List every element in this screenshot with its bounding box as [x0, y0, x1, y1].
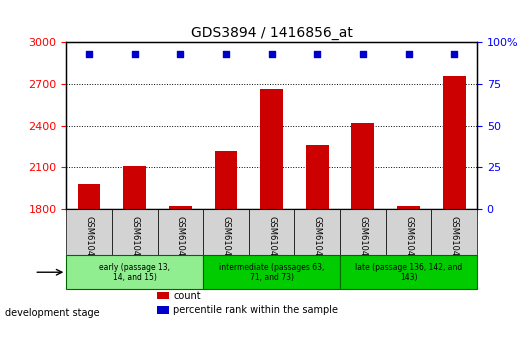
FancyBboxPatch shape — [249, 209, 295, 255]
Point — [359, 51, 367, 56]
FancyBboxPatch shape — [203, 255, 340, 289]
Text: GSM610472: GSM610472 — [176, 216, 185, 266]
FancyBboxPatch shape — [112, 209, 157, 255]
Point — [450, 51, 458, 56]
Bar — [397, 206, 420, 209]
Text: GSM610477: GSM610477 — [404, 216, 413, 267]
Text: intermediate (passages 63,
71, and 73): intermediate (passages 63, 71, and 73) — [219, 263, 324, 282]
Bar — [78, 184, 101, 209]
Bar — [157, 306, 169, 314]
FancyBboxPatch shape — [340, 209, 386, 255]
Text: GSM610470: GSM610470 — [85, 216, 94, 266]
Bar — [169, 206, 192, 209]
FancyBboxPatch shape — [66, 255, 203, 289]
Text: GSM610473: GSM610473 — [222, 216, 231, 267]
Text: GSM610476: GSM610476 — [358, 216, 367, 267]
FancyBboxPatch shape — [431, 209, 477, 255]
Point — [222, 51, 230, 56]
Bar — [260, 89, 283, 209]
Bar — [215, 151, 237, 209]
FancyBboxPatch shape — [340, 255, 477, 289]
Text: late (passage 136, 142, and
143): late (passage 136, 142, and 143) — [355, 263, 462, 282]
Text: percentile rank within the sample: percentile rank within the sample — [173, 305, 338, 315]
Text: count: count — [173, 291, 201, 301]
Text: development stage: development stage — [5, 308, 100, 318]
Point — [85, 51, 93, 56]
Text: GSM610478: GSM610478 — [449, 216, 458, 267]
FancyBboxPatch shape — [66, 209, 112, 255]
Bar — [123, 166, 146, 209]
FancyBboxPatch shape — [203, 209, 249, 255]
Bar — [351, 124, 374, 209]
FancyBboxPatch shape — [386, 209, 431, 255]
Bar — [443, 76, 465, 209]
Point — [404, 51, 413, 56]
FancyBboxPatch shape — [295, 209, 340, 255]
Point — [176, 51, 184, 56]
Title: GDS3894 / 1416856_at: GDS3894 / 1416856_at — [191, 26, 352, 40]
FancyBboxPatch shape — [157, 209, 203, 255]
Text: early (passage 13,
14, and 15): early (passage 13, 14, and 15) — [99, 263, 170, 282]
Point — [313, 51, 322, 56]
Text: GSM610475: GSM610475 — [313, 216, 322, 266]
Bar — [306, 145, 329, 209]
Text: GSM610474: GSM610474 — [267, 216, 276, 266]
Point — [130, 51, 139, 56]
Text: GSM610471: GSM610471 — [130, 216, 139, 266]
Point — [267, 51, 276, 56]
Bar — [157, 292, 169, 299]
